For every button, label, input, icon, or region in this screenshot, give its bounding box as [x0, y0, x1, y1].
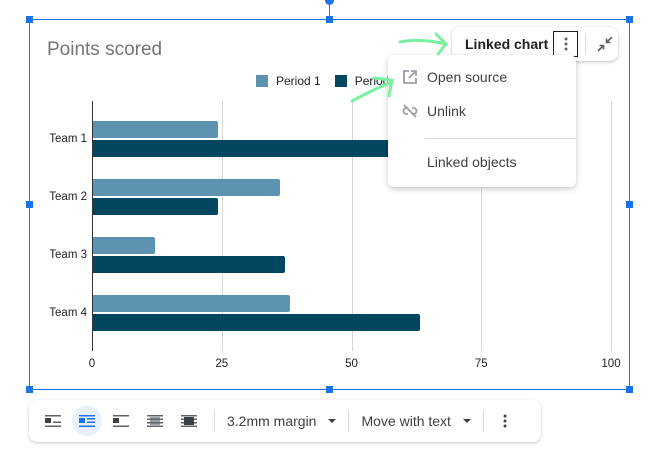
- inline-icon: [45, 415, 61, 427]
- bar-team-3-period-1[interactable]: [93, 237, 156, 254]
- gridline: [221, 101, 223, 351]
- x-tick-label: 25: [215, 358, 229, 370]
- wrap-inline-button[interactable]: [38, 406, 68, 436]
- break-text-button[interactable]: [106, 406, 136, 436]
- menu-item-label: Open source: [427, 69, 508, 85]
- open-in-new-icon: [403, 70, 417, 84]
- legend-swatch: [334, 75, 347, 87]
- position-dropdown[interactable]: Move with text: [359, 413, 472, 429]
- collapse-button[interactable]: [593, 32, 617, 56]
- link-off-icon: [402, 104, 418, 118]
- toolbar-divider: [348, 410, 350, 432]
- resize-handle-top[interactable]: [326, 16, 333, 23]
- chart-title: Points scored: [47, 39, 163, 60]
- in-front-of-text-button[interactable]: [174, 406, 204, 436]
- y-category-label: Team 1: [49, 133, 87, 145]
- resize-handle-bottom-left[interactable]: [26, 386, 33, 393]
- bar-team-1-period-2[interactable]: [93, 140, 389, 157]
- wrap-text-button[interactable]: [72, 406, 102, 436]
- y-axis-line: [92, 101, 93, 351]
- resize-handle-bottom[interactable]: [326, 386, 333, 393]
- y-category-label: Team 2: [49, 191, 87, 203]
- chip-divider: [585, 34, 587, 54]
- resize-handle-right[interactable]: [626, 201, 633, 208]
- y-category-label: Team 3: [49, 249, 87, 261]
- bar-team-2-period-1[interactable]: [93, 179, 280, 196]
- wrap-text-icon: [79, 415, 95, 427]
- gridline: [481, 101, 483, 351]
- resize-handle-bottom-right[interactable]: [626, 386, 633, 393]
- menu-item-open-source[interactable]: Open source: [388, 62, 576, 92]
- toolbar-divider: [482, 410, 484, 432]
- menu-item-label: Linked objects: [427, 154, 517, 170]
- collapse-icon: [597, 36, 613, 52]
- caret-down-icon: [328, 419, 337, 423]
- break-text-icon: [113, 415, 129, 427]
- resize-handle-top-right[interactable]: [626, 16, 633, 23]
- vertical-dots-icon: [503, 414, 507, 428]
- bar-team-2-period-2[interactable]: [93, 198, 218, 215]
- legend-item-period-1: Period 1: [256, 74, 321, 88]
- x-tick-label: 100: [601, 358, 621, 370]
- toolbar-divider: [214, 410, 215, 432]
- linked-chart-menu: Open source Unlink Linked objects: [388, 55, 576, 187]
- caret-down-icon: [462, 419, 471, 423]
- gridline: [351, 101, 353, 351]
- x-tick-label: 50: [345, 358, 358, 370]
- menu-item-unlink[interactable]: Unlink: [388, 96, 576, 126]
- x-tick-label: 75: [474, 358, 488, 370]
- menu-item-linked-objects[interactable]: Linked objects: [388, 147, 576, 177]
- more-options-button[interactable]: [553, 31, 579, 57]
- y-category-label: Team 4: [49, 307, 87, 319]
- image-options-toolbar: 3.2mm margin Move with text: [29, 400, 541, 442]
- resize-handle-top-left[interactable]: [26, 16, 33, 23]
- bar-team-4-period-1[interactable]: [93, 295, 291, 312]
- margin-dropdown[interactable]: 3.2mm margin: [225, 413, 338, 429]
- legend-label: Period 1: [276, 74, 321, 88]
- rotation-handle-line: [329, 0, 330, 19]
- chart-plot-area: [92, 101, 612, 351]
- margin-dropdown-label: 3.2mm margin: [227, 413, 317, 429]
- bar-team-3-period-2[interactable]: [93, 256, 286, 273]
- position-dropdown-label: Move with text: [361, 413, 451, 429]
- behind-text-button[interactable]: [140, 406, 170, 436]
- menu-divider: [425, 138, 576, 139]
- bar-team-4-period-2[interactable]: [93, 314, 420, 331]
- legend-swatch: [256, 75, 268, 87]
- in-front-of-text-icon: [181, 415, 197, 427]
- bar-team-1-period-1[interactable]: [93, 121, 218, 138]
- vertical-dots-icon: [564, 37, 568, 51]
- behind-text-icon: [147, 415, 163, 427]
- rotation-handle[interactable]: [325, 0, 334, 5]
- gridline: [611, 101, 612, 351]
- x-tick-label: 0: [88, 358, 96, 370]
- menu-item-label: Unlink: [427, 103, 466, 119]
- resize-handle-left[interactable]: [26, 201, 33, 208]
- linked-chart-label: Linked chart: [465, 36, 549, 52]
- toolbar-more-button[interactable]: [494, 406, 516, 436]
